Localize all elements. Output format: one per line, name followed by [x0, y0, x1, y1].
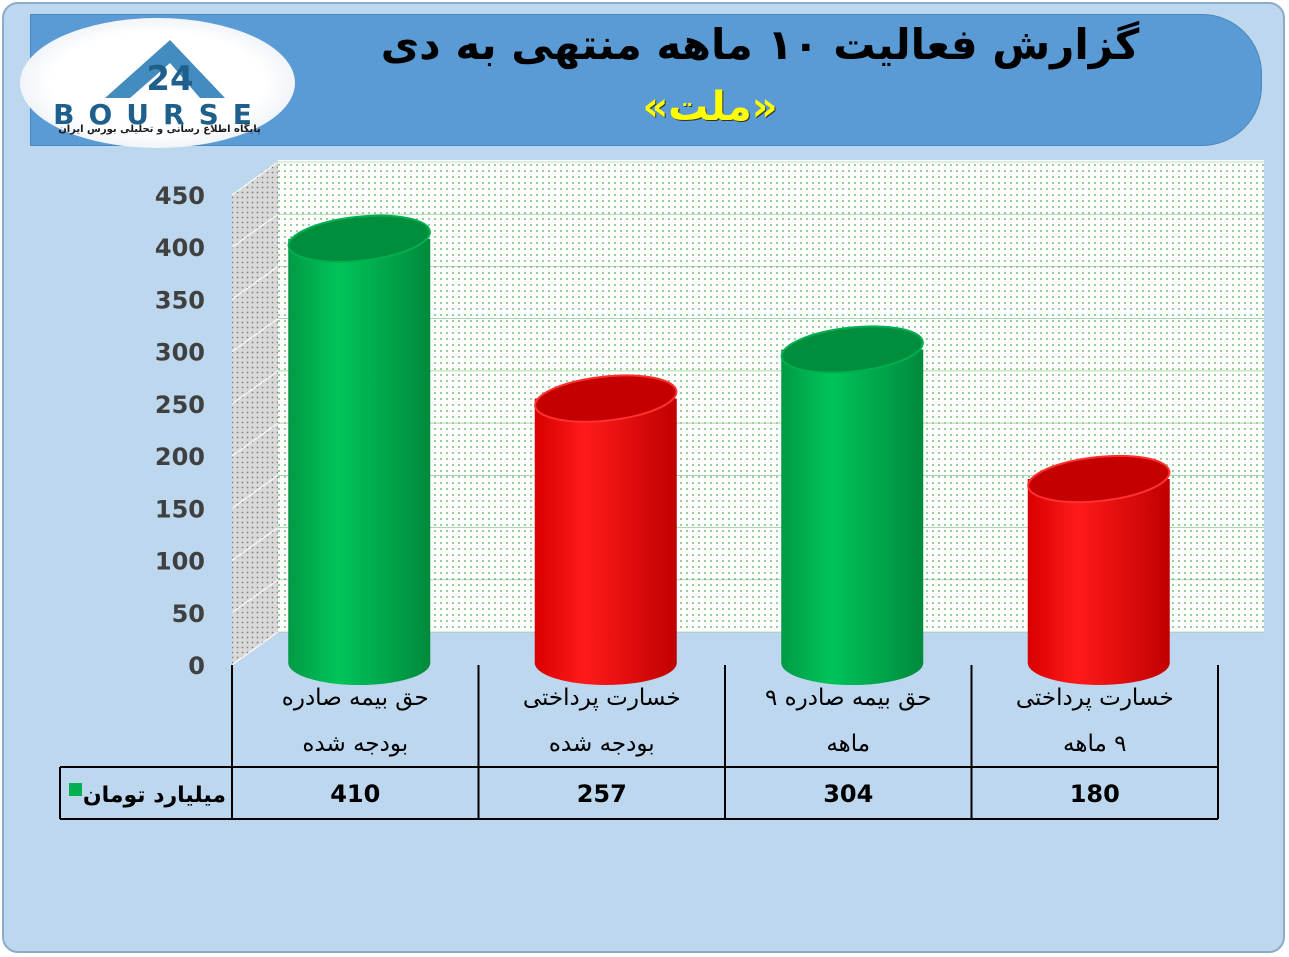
y-tick-label: 450 [155, 182, 205, 210]
side-grid-line [231, 527, 279, 561]
x-category-label: حق بیمه صادره [282, 685, 429, 711]
bars [287, 214, 1171, 685]
bar-top [1027, 454, 1171, 504]
svg-text:24: 24 [146, 59, 193, 99]
y-tick-label: 300 [155, 339, 205, 367]
bar-top [287, 214, 431, 263]
y-tick-label: 100 [155, 548, 205, 576]
x-category-label: ۹ ماهه [1063, 731, 1126, 757]
data-label: 257 [577, 780, 627, 808]
bar-top [534, 374, 678, 423]
chart-side-wall [232, 160, 278, 665]
data-label: 304 [823, 780, 873, 808]
bar-body [288, 238, 431, 685]
bourse-logo: 24 BOURSE پایگاه اطلاع رسانی و تحلیلی بو… [20, 18, 295, 148]
data-label: 180 [1070, 780, 1120, 808]
y-tick-label: 250 [155, 391, 205, 419]
y-tick-label: 200 [155, 443, 205, 471]
side-grid-line [231, 213, 279, 248]
side-grid-line [231, 161, 279, 196]
side-grid-line [231, 266, 279, 300]
side-grid-line [231, 422, 279, 457]
y-axis-ticks: 0 50 100 150 200 250 300 350 400 450 [155, 182, 205, 680]
y-tick-label: 350 [155, 286, 205, 314]
y-tick-label: 50 [172, 600, 205, 628]
side-grid-line [231, 474, 279, 509]
side-grid-line [231, 631, 279, 666]
x-category-label: خسارت پرداختی [1016, 685, 1174, 711]
side-grid-line [231, 579, 279, 614]
x-category-label: ماهه [826, 731, 870, 757]
data-label: 410 [330, 780, 380, 808]
logo-tagline: پایگاه اطلاع رسانی و تحلیلی بورس ایران [58, 124, 261, 135]
legend-swatch-icon [69, 783, 82, 796]
data-table: حق بیمه صادره بودجه شده 410 خسارت پرداختی بو… [59, 665, 1219, 820]
bar-body [1027, 479, 1170, 685]
bar-body [781, 349, 924, 685]
x-category-label: خسارت پرداختی [523, 685, 681, 711]
bar-top [780, 325, 924, 374]
bar [534, 374, 678, 685]
bar-body [534, 398, 677, 685]
chart-title: گزارش فعالیت ۱۰ ماهه منتهی به دی [380, 20, 1140, 69]
logo-triangle-icon: 24 [105, 40, 225, 99]
y-tick-label: 150 [155, 495, 205, 523]
chart-subtitle: «ملت» [642, 84, 778, 130]
x-category-label: بودجه شده [549, 731, 655, 757]
y-tick-label: 400 [155, 234, 205, 262]
y-tick-label: 0 [188, 652, 205, 680]
bar [1027, 454, 1171, 685]
legend-label: میلیارد تومان [83, 783, 226, 808]
bar [287, 214, 431, 685]
x-category-label: حق بیمه صادره ۹ [765, 685, 932, 711]
bar [780, 325, 924, 685]
x-category-label: بودجه شده [302, 731, 408, 757]
logo-wordmark: BOURSE [53, 98, 266, 131]
side-grid-line [231, 370, 279, 405]
side-grid-line [231, 318, 279, 353]
